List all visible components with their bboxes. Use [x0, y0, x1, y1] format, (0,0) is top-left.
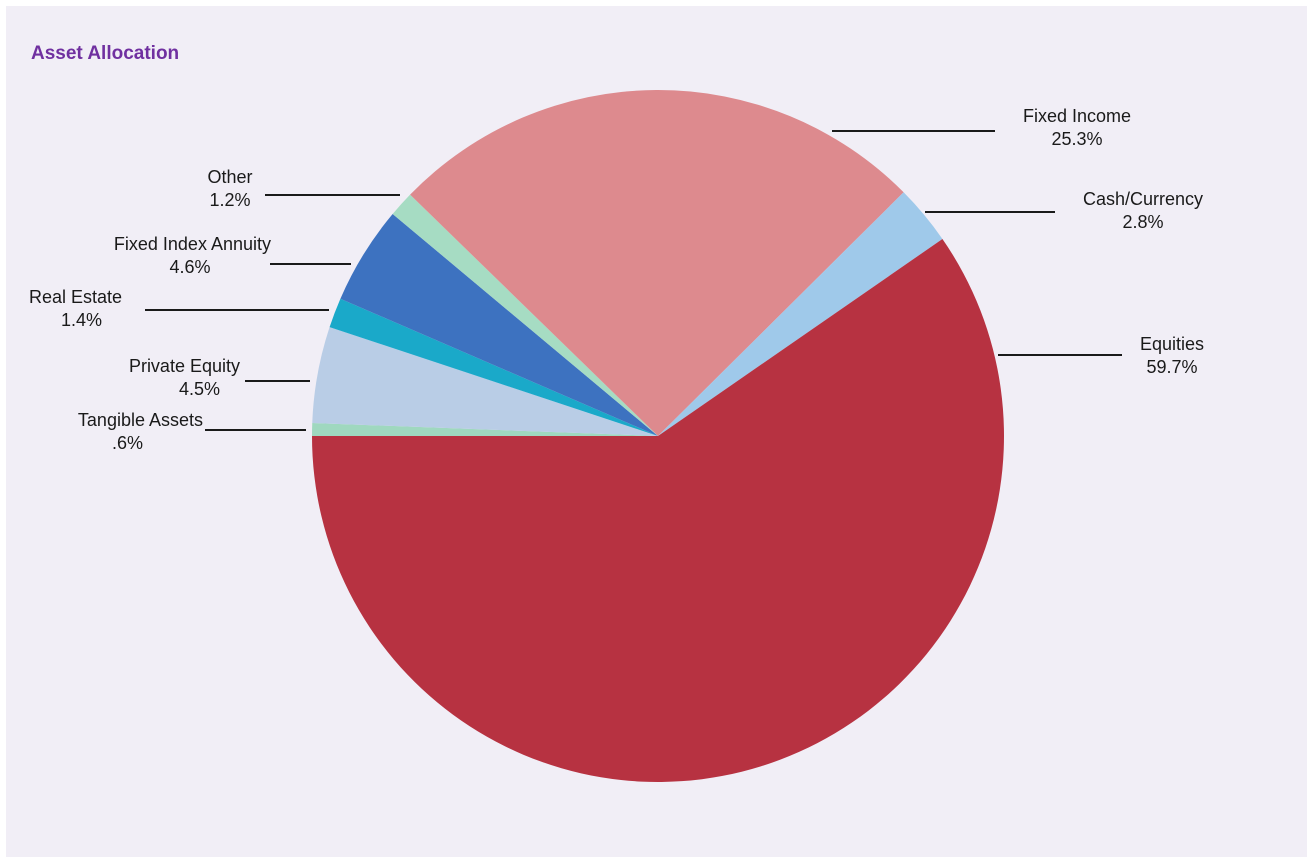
label-tangible-assets-value: .6% [111, 433, 143, 453]
pie-slices [312, 89, 1005, 783]
pie-slice-fixed-income [410, 89, 904, 437]
label-private-equity-name: Private Equity [128, 356, 240, 376]
pie-slice-other [392, 194, 658, 436]
label-other-value: 1.2% [209, 190, 251, 210]
label-private-equity-value: 4.5% [178, 379, 220, 399]
pie-slice-equities [312, 239, 1005, 783]
label-fixed-income-value: 25.3% [1051, 129, 1103, 149]
label-cash-currency-value: 2.8% [1122, 212, 1164, 232]
label-other-name: Other [207, 167, 253, 187]
pie-slice-private-equity [312, 327, 658, 436]
label-cash-currency-name: Cash/Currency [1082, 189, 1204, 209]
label-equities-name: Equities [1139, 334, 1205, 354]
pie-slice-tangible-assets [312, 422, 658, 436]
pie-slice-cash-currency [658, 192, 943, 436]
label-other: Other 1.2% [188, 166, 272, 212]
pie-slice-real-estate [329, 298, 658, 436]
label-tangible-assets-name: Tangible Assets [77, 410, 203, 430]
chart-title: Asset Allocation [31, 43, 180, 64]
label-fixed-index-annuity: Fixed Index Annuity 4.6% [40, 233, 271, 279]
label-real-estate-value: 1.4% [61, 310, 103, 330]
label-fixed-income-name: Fixed Income [1022, 106, 1132, 126]
leader-lines [145, 130, 1122, 431]
label-cash-currency: Cash/Currency 2.8% [1060, 188, 1226, 234]
label-tangible-assets: Tangible Assets .6% [30, 409, 203, 455]
pie-slice-fixed-index-annuity [340, 213, 658, 436]
label-equities: Equities 59.7% [1122, 333, 1222, 379]
label-fixed-income: Fixed Income 25.3% [1003, 105, 1151, 151]
label-private-equity: Private Equity 4.5% [80, 355, 240, 401]
label-fixed-index-annuity-name: Fixed Index Annuity [113, 234, 271, 254]
label-fixed-index-annuity-value: 4.6% [169, 257, 211, 277]
label-real-estate-name: Real Estate [29, 287, 123, 307]
label-equities-value: 59.7% [1146, 357, 1198, 377]
label-real-estate: Real Estate 1.4% [29, 286, 169, 332]
